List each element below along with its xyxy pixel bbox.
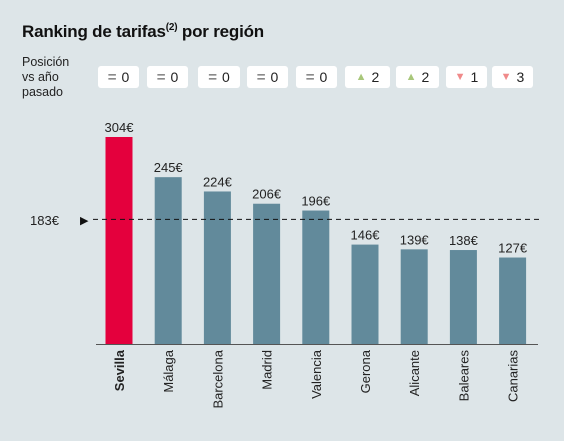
category-label: Canarias xyxy=(506,350,521,403)
equal-icon: = xyxy=(305,68,315,86)
title-footnote: (2) xyxy=(165,22,178,33)
value-label: 127€ xyxy=(498,241,528,256)
equal-icon: = xyxy=(107,68,117,86)
position-change-value: 2 xyxy=(371,69,380,85)
category-label: Gerona xyxy=(358,349,373,393)
value-label: 245€ xyxy=(154,160,184,175)
position-change-badge: ▼ 1 xyxy=(446,66,487,88)
triangle-down-icon: ▼ xyxy=(454,70,466,83)
bar xyxy=(154,177,182,344)
triangle-up-icon: ▲ xyxy=(405,70,417,83)
position-change-badge: = 0 xyxy=(296,66,337,88)
value-label: 206€ xyxy=(252,187,282,202)
bar xyxy=(203,191,231,344)
equal-icon: = xyxy=(156,68,166,86)
bar xyxy=(105,137,133,344)
value-label: 139€ xyxy=(400,232,430,247)
position-change-badge: = 0 xyxy=(247,66,288,88)
value-label: 304€ xyxy=(105,120,135,135)
category-label: Madrid xyxy=(260,350,275,390)
reference-arrow-icon: ▶ xyxy=(80,215,89,227)
position-change-badge: = 0 xyxy=(147,66,188,88)
title-text: Ranking de tarifas xyxy=(22,22,166,41)
position-change-value: 3 xyxy=(516,69,525,85)
position-change-value: 0 xyxy=(319,69,328,85)
position-change-value: 0 xyxy=(221,69,230,85)
position-change-badge: ▲ 2 xyxy=(396,66,439,88)
bar xyxy=(302,210,330,344)
value-label: 138€ xyxy=(449,233,479,248)
position-change-value: 0 xyxy=(170,69,179,85)
position-change-value: 1 xyxy=(470,69,479,85)
position-change-value: 0 xyxy=(270,69,279,85)
equal-icon: = xyxy=(256,68,266,86)
category-label: Baleares xyxy=(456,350,471,402)
equal-icon: = xyxy=(208,68,217,86)
position-label-line: Posición xyxy=(22,55,70,69)
category-label: Barcelona xyxy=(210,349,225,408)
title-suffix: por región xyxy=(177,22,264,41)
bar xyxy=(449,250,477,344)
position-change-badge: ▲ 2 xyxy=(345,66,390,88)
triangle-down-icon: ▼ xyxy=(500,70,512,83)
bar xyxy=(351,244,379,344)
position-change-value: 0 xyxy=(121,69,130,85)
position-change-value: 2 xyxy=(421,69,430,85)
reference-label: 183€ xyxy=(30,213,59,228)
category-label: Sevilla xyxy=(112,349,127,391)
position-change-badge: = 0 xyxy=(98,66,139,88)
value-label: 146€ xyxy=(351,228,381,243)
chart-title: Ranking de tarifas(2) por región xyxy=(22,22,264,42)
value-label: 224€ xyxy=(203,174,233,189)
category-label: Alicante xyxy=(407,350,422,396)
position-change-badge: ▼ 3 xyxy=(492,66,533,88)
position-label-line: pasado xyxy=(22,85,64,99)
category-label: Valencia xyxy=(309,349,324,399)
bar xyxy=(499,257,527,344)
triangle-up-icon: ▲ xyxy=(355,70,367,83)
position-label-line: vs año xyxy=(22,70,59,84)
value-label: 196€ xyxy=(301,194,331,209)
bar xyxy=(400,249,428,344)
position-label: Posición vs año pasado xyxy=(22,55,69,100)
position-change-badge: = 0 xyxy=(198,66,240,88)
bar xyxy=(253,203,281,344)
category-label: Málaga xyxy=(161,349,176,392)
